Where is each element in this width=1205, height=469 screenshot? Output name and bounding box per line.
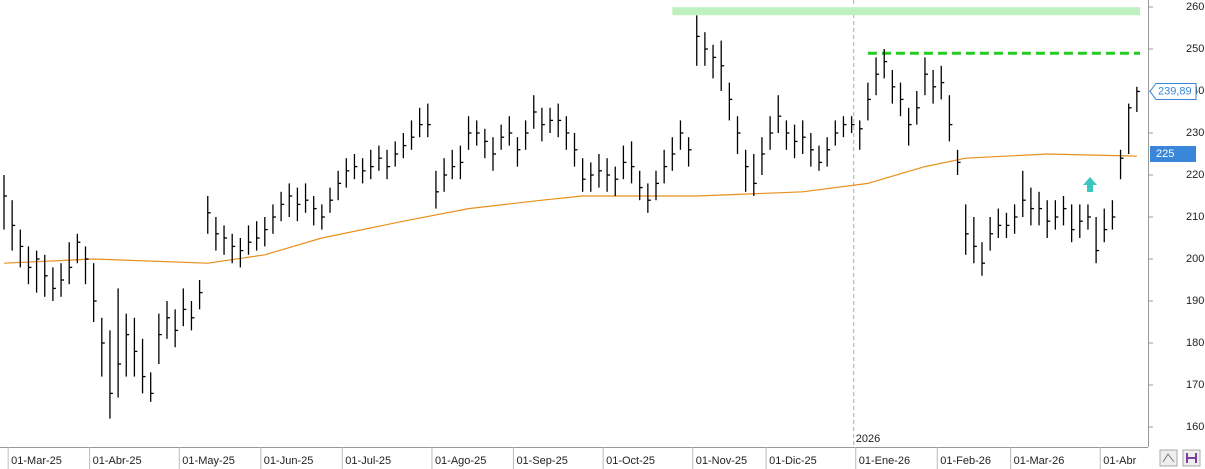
x-tick-label: 01-Abr-25 (93, 455, 142, 467)
zoom-button[interactable] (1159, 449, 1178, 467)
annotation-arrow (1083, 177, 1097, 192)
y-tick-label: 230 (1186, 127, 1204, 139)
x-tick-label: 01-Ene-26 (859, 455, 910, 467)
y-tick-label: 170 (1186, 379, 1204, 391)
x-tick-label: 01-Dic-25 (769, 455, 817, 467)
x-tick-label: 01-Mar-26 (1014, 455, 1065, 467)
x-tick-label: 01-Jul-25 (345, 455, 391, 467)
x-tick-label: 01-Abr (1103, 455, 1136, 467)
moving-average (3, 153, 1137, 264)
x-tick-label: 01-Sep-25 (516, 455, 567, 467)
x-tick-label: 01-Mar-25 (11, 455, 62, 467)
x-tick-label: 01-Nov-25 (696, 455, 747, 467)
zoom-icon (1162, 453, 1175, 463)
y-tick-label: 180 (1186, 337, 1204, 349)
y-tick-label: 250 (1186, 43, 1204, 55)
y-tick-label: 160 (1186, 421, 1204, 433)
x-tick-label: 01-Jun-25 (264, 455, 314, 467)
x-tick-label: 01-Feb-26 (940, 455, 991, 467)
year-label: 2026 (856, 433, 880, 445)
price-label-box (1149, 82, 1197, 100)
y-tick-label: 200 (1186, 253, 1204, 265)
x-tick-label: 01-Oct-25 (606, 455, 655, 467)
y-tick-label: 220 (1186, 169, 1204, 181)
y-tick-label: 210 (1186, 211, 1204, 223)
x-tick-label: 01-May-25 (182, 455, 235, 467)
resistance-band (672, 7, 1140, 16)
y-tick-label: 260 (1186, 1, 1204, 13)
x-tick-label: 01-Ago-25 (435, 455, 486, 467)
mode-icon (1186, 453, 1197, 463)
price-label-box (1150, 146, 1196, 162)
price-label: 225 (1156, 148, 1174, 160)
y-tick-label: 190 (1186, 295, 1204, 307)
price-label: 239,89 (1158, 85, 1192, 97)
